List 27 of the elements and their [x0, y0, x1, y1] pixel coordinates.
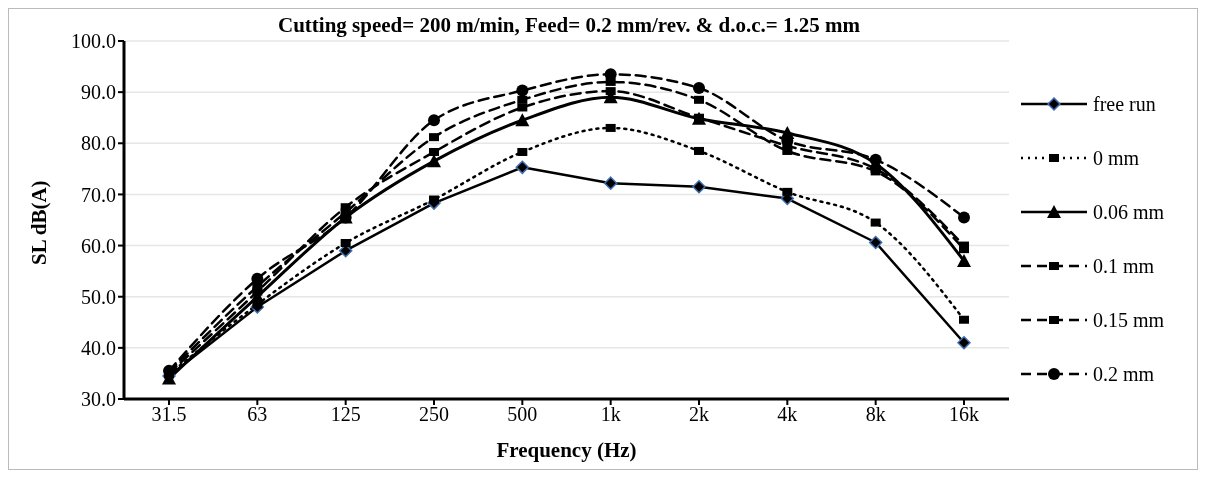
y-tick-label: 80.0	[81, 132, 116, 155]
x-tick-label: 500	[507, 403, 538, 426]
y-tick-label: 30.0	[81, 388, 116, 411]
y-tick-label: 70.0	[81, 183, 116, 206]
x-tick-label: 63	[247, 403, 268, 426]
x-tick-label: 2k	[689, 403, 709, 426]
x-axis-title: Frequency (Hz)	[496, 438, 637, 462]
y-tick-label: 100.0	[71, 30, 116, 53]
x-tick-label: 250	[419, 403, 449, 426]
legend-label: 0.06 mm	[1093, 200, 1165, 224]
y-tick-label: 90.0	[81, 81, 116, 104]
y-tick-label: 40.0	[81, 336, 116, 359]
x-tick-label: 31.5	[151, 403, 187, 426]
x-tick-label: 8k	[865, 403, 886, 426]
legend-label: 0.1 mm	[1093, 254, 1155, 278]
y-tick-label: 60.0	[81, 234, 116, 257]
x-tick-label: 1k	[600, 403, 621, 426]
x-tick-label: 4k	[777, 403, 798, 426]
legend-label: 0 mm	[1093, 146, 1140, 170]
y-tick-label: 50.0	[81, 285, 116, 308]
legend-label: 0.2 mm	[1093, 362, 1155, 386]
chart-title: Cutting speed= 200 m/min, Feed= 0.2 mm/rev. & d.o.c.= 1.25 mm	[277, 13, 861, 37]
legend-label: 0.15 mm	[1093, 308, 1165, 332]
x-tick-label: 125	[330, 403, 361, 426]
y-axis-title: SL dB(A)	[27, 180, 52, 265]
x-tick-label: 16k	[949, 403, 979, 426]
legend-label: free run	[1093, 92, 1156, 116]
